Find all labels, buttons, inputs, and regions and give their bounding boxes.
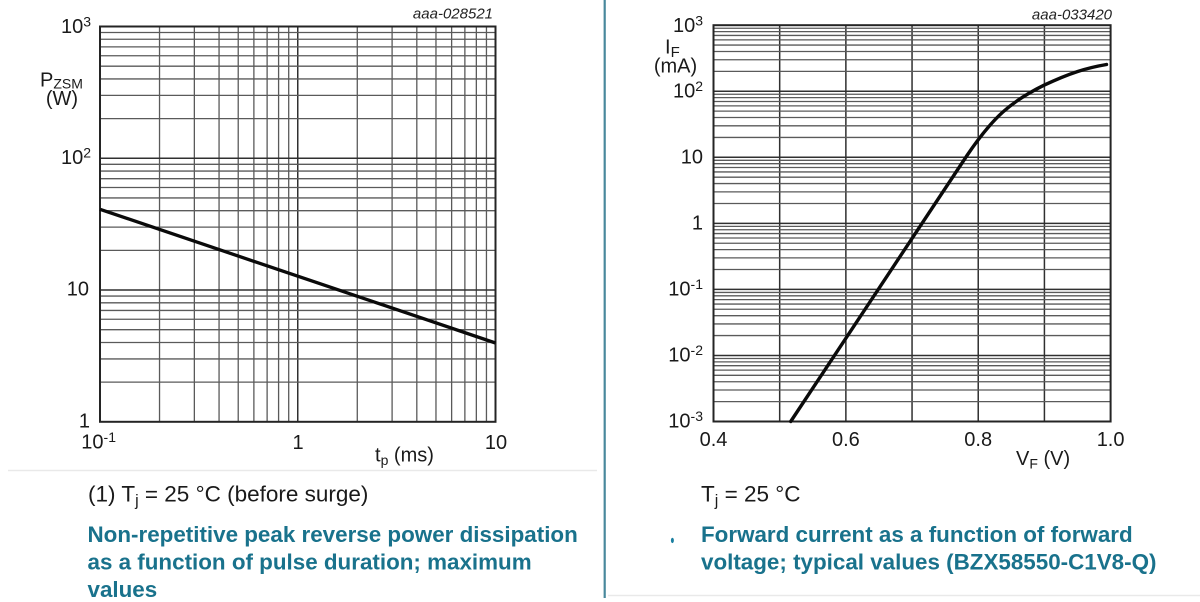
svg-text:102: 102 bbox=[61, 145, 91, 170]
svg-text:VF (V): VF (V) bbox=[1016, 448, 1070, 472]
svg-text:102: 102 bbox=[673, 78, 703, 103]
svg-text:1.0: 1.0 bbox=[1097, 429, 1125, 451]
svg-text:voltage; typical values (BZX58: voltage; typical values (BZX58550-C1V8-Q… bbox=[701, 549, 1156, 574]
svg-text:10-1: 10-1 bbox=[81, 429, 116, 454]
svg-text:1: 1 bbox=[292, 432, 303, 454]
svg-text:0.6: 0.6 bbox=[832, 429, 860, 451]
svg-text:0.4: 0.4 bbox=[700, 429, 728, 451]
svg-text:as a function of pulse duratio: as a function of pulse duration; maximum bbox=[88, 549, 532, 574]
svg-text:10: 10 bbox=[681, 146, 703, 168]
svg-text:(W): (W) bbox=[46, 88, 78, 110]
svg-text:Tj = 25 °C: Tj = 25 °C bbox=[701, 482, 800, 510]
svg-text:(1) Tj = 25 °C (before surge): (1) Tj = 25 °C (before surge) bbox=[88, 482, 368, 510]
svg-text:(mA): (mA) bbox=[654, 56, 697, 78]
svg-text:103: 103 bbox=[673, 12, 703, 37]
svg-text:10-2: 10-2 bbox=[668, 342, 703, 367]
svg-text:aaa-033420: aaa-033420 bbox=[1032, 7, 1113, 24]
svg-text:PZSM: PZSM bbox=[40, 70, 83, 92]
svg-text:10-1: 10-1 bbox=[668, 276, 703, 301]
svg-text:1: 1 bbox=[79, 410, 90, 432]
svg-text:aaa-028521: aaa-028521 bbox=[413, 6, 493, 23]
svg-text:values: values bbox=[88, 577, 158, 602]
svg-text:Forward current as a function: Forward current as a function of forward bbox=[701, 522, 1133, 547]
svg-text:0.8: 0.8 bbox=[964, 429, 992, 451]
svg-text:10: 10 bbox=[485, 432, 507, 454]
svg-text:103: 103 bbox=[61, 13, 91, 38]
svg-text:1: 1 bbox=[692, 212, 703, 234]
svg-text:tp (ms): tp (ms) bbox=[375, 445, 434, 469]
svg-text:Non-repetitive peak reverse po: Non-repetitive peak reverse power dissip… bbox=[88, 522, 578, 547]
svg-text:10: 10 bbox=[67, 279, 89, 301]
svg-text:10-3: 10-3 bbox=[668, 408, 703, 433]
